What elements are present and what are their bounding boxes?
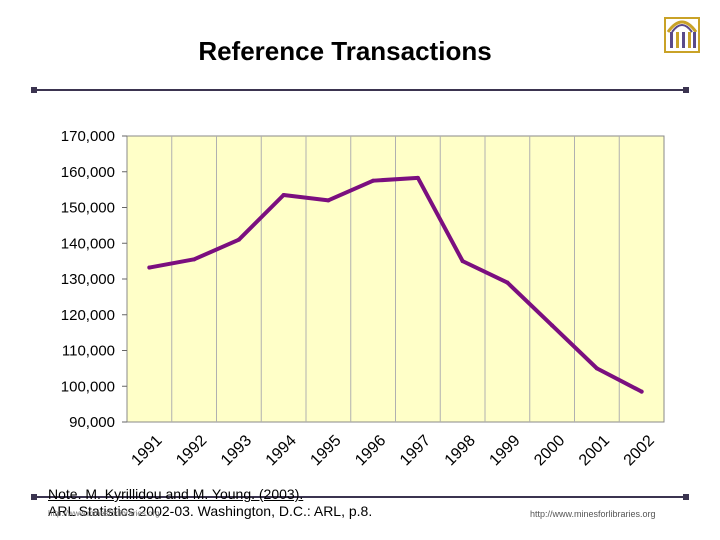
y-tick-label: 130,000 xyxy=(61,271,115,288)
y-tick-label: 90,000 xyxy=(69,414,115,431)
x-tick-label: 1991 xyxy=(128,432,165,469)
data-point xyxy=(326,198,331,203)
x-tick-label: 1994 xyxy=(263,432,300,469)
data-point xyxy=(281,192,286,197)
data-point xyxy=(147,265,152,270)
x-tick-label: 1995 xyxy=(307,432,344,469)
y-tick-label: 120,000 xyxy=(61,307,115,324)
data-point xyxy=(192,257,197,262)
data-point xyxy=(639,389,644,394)
citation-line-1: Note. M. Kyrillidou and M. Young. (2003)… xyxy=(48,486,304,502)
x-tick-label: 1997 xyxy=(397,432,434,469)
x-tick-label: 2001 xyxy=(576,432,613,469)
bottom-divider xyxy=(34,496,686,498)
y-tick-label: 160,000 xyxy=(61,164,115,181)
data-point xyxy=(415,175,420,180)
x-tick-label: 2000 xyxy=(531,432,568,469)
data-point xyxy=(594,366,599,371)
divider-endpoint xyxy=(31,494,37,500)
page-title: Reference Transactions xyxy=(198,36,492,66)
x-tick-label: 1998 xyxy=(442,432,479,469)
divider-endpoint xyxy=(683,87,689,93)
citation-line-2: ARL Statistics 2002-03. Washington, D.C.… xyxy=(48,503,373,519)
y-tick-label: 170,000 xyxy=(61,128,115,145)
data-point xyxy=(236,237,241,242)
x-tick-label: 1993 xyxy=(218,432,255,469)
citation-note: Note. M. Kyrillidou and M. Young. (2003)… xyxy=(48,486,468,520)
y-tick-label: 110,000 xyxy=(62,343,115,360)
top-divider xyxy=(34,89,686,91)
x-tick-label: 1996 xyxy=(352,432,389,469)
y-tick-label: 150,000 xyxy=(61,200,115,217)
data-point xyxy=(505,280,510,285)
data-point xyxy=(550,323,555,328)
x-tick-label: 2002 xyxy=(621,432,658,469)
y-tick-label: 100,000 xyxy=(61,378,115,395)
y-tick-label: 140,000 xyxy=(61,235,115,252)
divider-endpoint xyxy=(31,87,37,93)
series-line xyxy=(147,175,644,394)
x-tick-label: 1992 xyxy=(173,432,210,469)
divider-endpoint xyxy=(683,494,689,500)
x-tick-label: 1999 xyxy=(486,432,523,469)
data-point xyxy=(460,259,465,264)
footer-url-right[interactable]: http://www.minesforlibraries.org xyxy=(530,509,656,519)
footer-url-left[interactable]: http://www.minesforlibraries.org xyxy=(48,509,160,518)
data-point xyxy=(371,178,376,183)
arched-library-logo-icon xyxy=(664,17,700,53)
